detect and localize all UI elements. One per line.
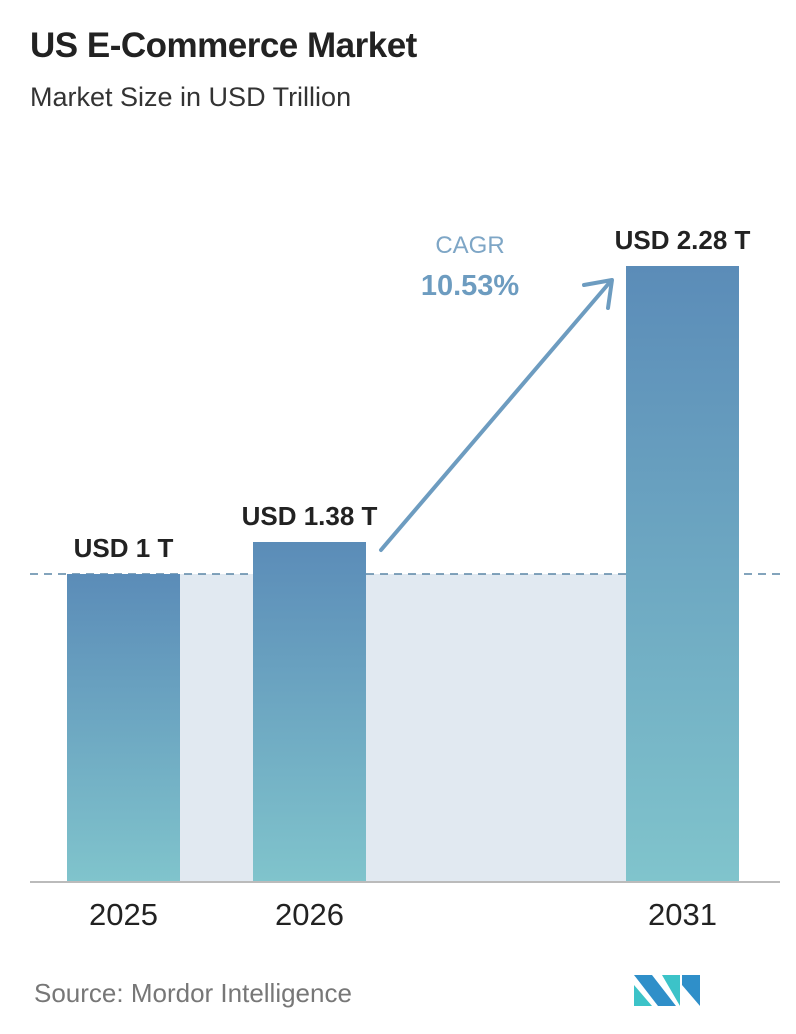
- logo-shape: [662, 975, 680, 1006]
- bar-2026: [253, 542, 366, 882]
- data-label-2025: USD 1 T: [74, 533, 174, 563]
- cagr-arrow: [379, 280, 612, 552]
- data-label-2031: USD 2.28 T: [615, 225, 751, 255]
- source-text: Source: Mordor Intelligence: [34, 978, 352, 1008]
- chart-title: US E-Commerce Market: [30, 26, 417, 65]
- cagr-arrow-head: [582, 278, 614, 310]
- data-label-2026: USD 1.38 T: [242, 501, 378, 531]
- cagr-value: 10.53%: [421, 270, 520, 302]
- x-tick-label-2026: 2026: [275, 897, 344, 932]
- logo-shape: [634, 985, 652, 1006]
- logo-shape: [682, 975, 700, 1006]
- x-tick-label-2025: 2025: [89, 897, 158, 932]
- chart-subtitle: Market Size in USD Trillion: [30, 82, 352, 112]
- bar-2031: [626, 266, 739, 882]
- x-tick-label-2031: 2031: [648, 897, 717, 932]
- bar-2025: [67, 574, 180, 882]
- cagr-label: CAGR: [435, 232, 504, 259]
- logo-shape: [634, 975, 676, 1006]
